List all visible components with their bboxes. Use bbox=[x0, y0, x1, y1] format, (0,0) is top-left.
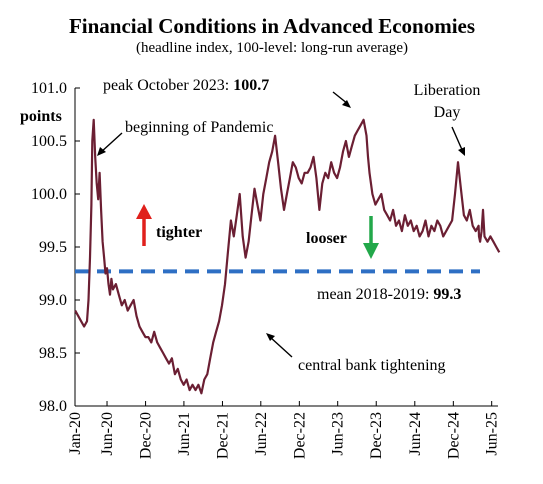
x-tick-label: Jun-22 bbox=[253, 412, 270, 456]
x-tick-label: Dec-21 bbox=[214, 412, 231, 459]
pandemic-annotation: beginning of Pandemic bbox=[125, 119, 273, 136]
x-tick-label: Dec-23 bbox=[368, 412, 385, 459]
pandemic-arrowhead bbox=[97, 147, 106, 156]
y-tick-label: 98.5 bbox=[39, 345, 67, 362]
y-tick-label: 99.5 bbox=[39, 239, 67, 256]
looser-arrow-icon bbox=[363, 243, 379, 259]
chart-subtitle: (headline index, 100-level: long-run ave… bbox=[136, 40, 408, 56]
tightening-arrow bbox=[269, 336, 293, 358]
x-tick-label: Jan-20 bbox=[67, 412, 84, 455]
x-tick-label: Jun-21 bbox=[176, 412, 193, 456]
tighter-label: tighter bbox=[156, 224, 202, 241]
liberation-day-line1: Liberation bbox=[414, 82, 481, 99]
x-tick-label: Jun-23 bbox=[330, 412, 347, 456]
liberation-day-line2: Day bbox=[434, 104, 461, 121]
financial-conditions-index-line bbox=[74, 118, 501, 395]
chart-title: Financial Conditions in Advanced Economi… bbox=[69, 14, 475, 38]
liberation-day-arrowhead bbox=[458, 147, 465, 156]
x-tick-label: Jun-25 bbox=[484, 412, 501, 456]
y-axis-unit-label: points bbox=[20, 108, 62, 125]
tighter-arrow-icon bbox=[136, 204, 152, 219]
y-tick-label: 98.0 bbox=[39, 398, 67, 415]
peak-annotation: peak October 2023: 100.7 bbox=[103, 77, 269, 94]
x-tick-label: Jun-24 bbox=[407, 412, 424, 456]
mean-label-prefix: mean 2018-2019: bbox=[317, 286, 433, 303]
pandemic-arrow bbox=[99, 132, 123, 154]
y-tick-label: 100.0 bbox=[31, 186, 67, 203]
tightening-annotation: central bank tightening bbox=[298, 357, 446, 374]
mean-label: mean 2018-2019: 99.3 bbox=[317, 286, 461, 303]
peak-annotation-value: 100.7 bbox=[233, 77, 269, 94]
y-axis-ticks: 98.0 98.5 99.0 99.5 100.0 100.5 101.0 bbox=[31, 80, 80, 415]
x-tick-label: Jun-20 bbox=[99, 412, 116, 456]
y-tick-label: 99.0 bbox=[39, 292, 67, 309]
mean-label-value: 99.3 bbox=[433, 286, 461, 303]
peak-arrowhead bbox=[342, 100, 351, 108]
x-axis-ticks: Jan-20 Jun-20 Dec-20 Jun-21 Dec-21 Jun-22 Dec-… bbox=[67, 401, 501, 459]
y-tick-label: 100.5 bbox=[31, 133, 67, 150]
x-tick-label: Dec-22 bbox=[291, 412, 308, 459]
y-tick-label: 101.0 bbox=[31, 80, 67, 97]
x-tick-label: Dec-24 bbox=[445, 412, 462, 459]
peak-annotation-prefix: peak October 2023: bbox=[103, 77, 233, 94]
tightening-arrowhead bbox=[266, 333, 275, 341]
liberation-day-arrow bbox=[451, 126, 464, 153]
x-tick-label: Dec-20 bbox=[138, 412, 155, 459]
looser-label: looser bbox=[306, 230, 347, 247]
